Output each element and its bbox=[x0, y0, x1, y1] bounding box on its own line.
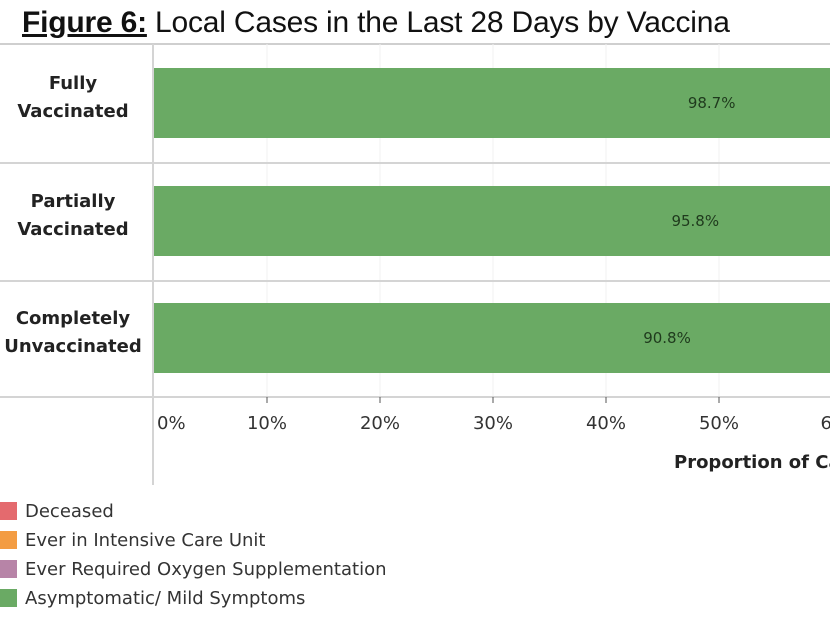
x-axis-label: Proportion of Ca bbox=[674, 452, 830, 473]
x-tick-label: 30% bbox=[473, 413, 513, 434]
figure-label: Figure 6: bbox=[22, 6, 147, 39]
category-label: Vaccinated bbox=[17, 101, 128, 122]
x-tick-label: 60 bbox=[821, 413, 830, 434]
legend-label: Deceased bbox=[25, 501, 114, 522]
category-label: Fully bbox=[49, 73, 98, 94]
category-label: Completely bbox=[16, 308, 131, 329]
bar-data-label: 90.8% bbox=[643, 329, 691, 347]
bar bbox=[154, 303, 830, 373]
bar bbox=[154, 186, 830, 256]
chart-title: Figure 6: Local Cases in the Last 28 Day… bbox=[22, 6, 730, 40]
bar bbox=[154, 68, 830, 138]
category-label: Unvaccinated bbox=[4, 336, 141, 357]
legend-label: Ever Required Oxygen Supplementation bbox=[25, 559, 387, 580]
x-tick-label: 0% bbox=[157, 413, 186, 434]
x-tick-label: 50% bbox=[699, 413, 739, 434]
x-tick-label: 20% bbox=[360, 413, 400, 434]
legend-swatch bbox=[0, 589, 17, 607]
bar-data-label: 95.8% bbox=[671, 212, 719, 230]
category-label: Vaccinated bbox=[17, 219, 128, 240]
title-text: Local Cases in the Last 28 Days by Vacci… bbox=[146, 6, 730, 39]
legend-label: Ever in Intensive Care Unit bbox=[25, 530, 265, 551]
bar-data-label: 98.7% bbox=[688, 94, 736, 112]
x-tick-label: 40% bbox=[586, 413, 626, 434]
x-tick-label: 10% bbox=[247, 413, 287, 434]
legend-label: Asymptomatic/ Mild Symptoms bbox=[25, 588, 305, 609]
legend-swatch bbox=[0, 531, 17, 549]
legend-swatch bbox=[0, 560, 17, 578]
category-label: Partially bbox=[31, 191, 116, 212]
legend-swatch bbox=[0, 502, 17, 520]
